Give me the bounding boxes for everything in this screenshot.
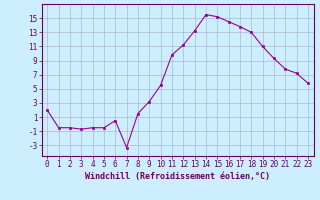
X-axis label: Windchill (Refroidissement éolien,°C): Windchill (Refroidissement éolien,°C) — [85, 172, 270, 181]
